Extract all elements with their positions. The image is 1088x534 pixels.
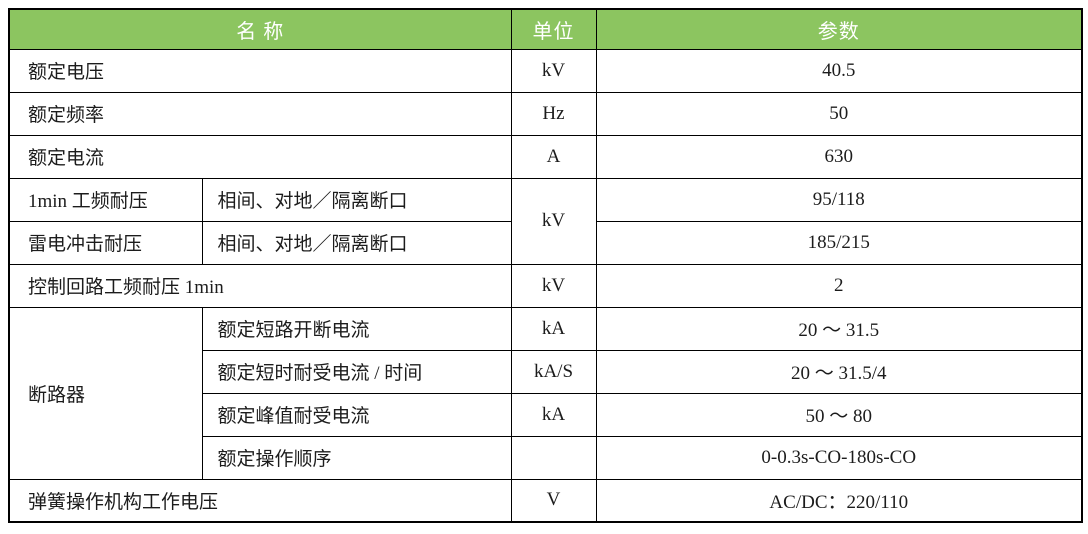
table-cell: A [510,134,597,179]
table-row: 1min 工频耐压 相间、对地／隔离断口 kV 95/118 [8,177,1083,265]
table-cell: kA [510,306,597,351]
table-cell: 额定频率 [8,91,512,136]
table-cell: 2 [595,263,1083,308]
table-cell: 额定短路开断电流 [201,306,512,351]
table-cell: kV [510,48,597,93]
table-cell: 相间、对地／隔离断口 [201,177,512,222]
table-cell: 额定电压 [8,48,512,93]
table-cell: 50 ～ 80 [595,392,1083,437]
table-cell: Hz [510,91,597,136]
header-cell-unit: 单位 [510,8,597,50]
table-cell: kV [510,177,597,265]
header-cell-name: 名 称 [8,8,512,50]
table-row: 额定电压 kV 40.5 [8,48,1083,93]
table-cell: 185/215 [595,220,1083,265]
table-cell: 630 [595,134,1083,179]
table-cell: kA [510,392,597,437]
table-cell: 40.5 [595,48,1083,93]
table-row: 控制回路工频耐压 1min kV 2 [8,263,1083,308]
table-cell: 20 ～ 31.5/4 [595,349,1083,394]
table-cell: 20 ～ 31.5 [595,306,1083,351]
table-cell: V [510,478,597,523]
table-cell: 50 [595,91,1083,136]
header-row: 名 称单位 参数 [8,8,1083,50]
table-row: 雷电冲击耐压 相间、对地／隔离断口 185/215 [8,220,1083,265]
table-cell: 相间、对地／隔离断口 [201,220,512,265]
table-cell: AC/DC：220/110 [595,478,1083,523]
table-cell: 控制回路工频耐压 1min [8,263,512,308]
table-row: 额定电流 A 630 [8,134,1083,179]
table-row: 额定操作顺序 0-0.3s-CO-180s-CO [9,435,1083,480]
table-cell [510,435,597,480]
table-row: 弹簧操作机构工作电压 V AC/DC：220/110 [8,478,1083,523]
table-cell: 0-0.3s-CO-180s-CO [595,435,1083,480]
table-cell: 弹簧操作机构工作电压 [8,478,512,523]
table-row: 额定峰值耐受电流 kA 50 ～ 80 [9,392,1083,437]
table-cell: kV [510,263,597,308]
header-cell-param: 参数 [595,8,1083,50]
table-row: 额定频率 Hz 50 [8,91,1083,136]
spec-table: 名 称单位 参数 额定电压 kV 40.5 额定频率 Hz 50 额定电流 A 630 1min 工… [8,8,1083,523]
table-row: 额定短时耐受电流 / 时间 kA/S 20 ～ 31.5/4 [9,349,1083,394]
table-cell: 额定短时耐受电流 / 时间 [201,349,512,394]
table-cell: 断路器 [8,306,203,480]
table-cell: 95/118 [595,177,1083,222]
table-row: 断路器 额定短路开断电流 kA 20 ～ 31.5 [8,306,1083,480]
table-cell: 雷电冲击耐压 [8,220,203,265]
table-cell: 额定操作顺序 [201,435,512,480]
table-cell: 额定电流 [8,134,512,179]
table-cell: kA/S [510,349,597,394]
table-cell: 额定峰值耐受电流 [201,392,512,437]
table-cell: 1min 工频耐压 [8,177,203,222]
